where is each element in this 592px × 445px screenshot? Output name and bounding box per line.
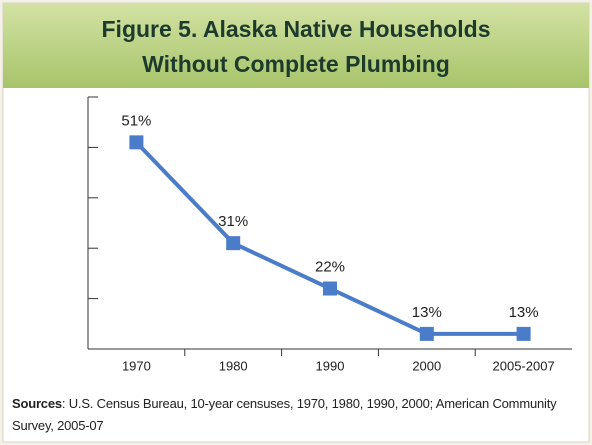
value-label: 51% [121,112,151,129]
chart-title: Figure 5. Alaska Native Households [102,16,491,42]
source-text: : U.S. Census Bureau, 10-year censuses, … [12,396,557,433]
source-note: Sources: U.S. Census Bureau, 10-year cen… [12,393,582,437]
header [3,3,589,88]
source-label: Sources [12,396,62,411]
x-tick-label: 1970 [122,358,151,373]
x-tick-label: 1990 [316,358,345,373]
x-tick-label: 1980 [219,358,248,373]
x-tick-label: 2000 [412,358,441,373]
value-label: 13% [412,304,442,321]
marker [129,135,144,150]
x-tick-label: 2005-2007 [493,358,555,373]
value-label: 13% [509,304,539,321]
value-label: 31% [218,213,248,230]
marker [419,326,434,341]
chart-title: Without Complete Plumbing [142,51,450,77]
marker [226,236,241,251]
marker [323,281,337,296]
value-label: 22% [315,258,345,275]
marker [516,326,531,341]
